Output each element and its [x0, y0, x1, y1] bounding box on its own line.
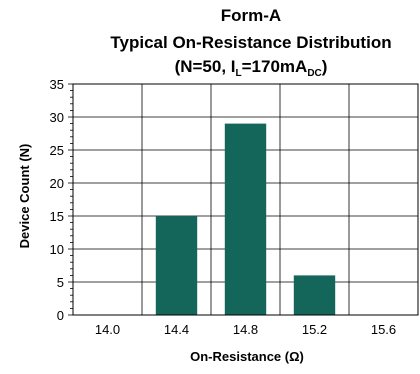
x-tick-label: 14.4	[164, 322, 189, 337]
y-tick-label: 5	[57, 275, 64, 290]
bar	[293, 275, 336, 315]
y-tick-label: 0	[57, 308, 64, 323]
subtitle-close: )	[322, 57, 328, 76]
subtitle-open: (N=50, I	[175, 57, 236, 76]
bar	[224, 123, 267, 315]
bars	[155, 123, 336, 315]
y-tick-label: 35	[50, 77, 64, 92]
bar	[155, 216, 198, 315]
subtitle-sub-l: L	[236, 68, 242, 79]
y-tick-label: 15	[50, 209, 64, 224]
chart-subtitle: (N=50, IL=170mADC)	[175, 57, 328, 79]
subtitle-sub-dc: DC	[307, 68, 321, 79]
x-tick-label: 15.6	[371, 322, 396, 337]
chart-title-line2: Typical On-Resistance Distribution	[110, 33, 391, 52]
chart-title-line1: Form-A	[221, 6, 281, 25]
tick-marks	[68, 83, 73, 316]
plot-frame	[72, 83, 419, 316]
y-tick-label: 30	[50, 110, 64, 125]
y-tick-label: 20	[50, 176, 64, 191]
y-tick-label: 10	[50, 242, 64, 257]
y-tick-labels: 0 5 10 15 20 25 30 35	[50, 77, 64, 323]
x-tick-label: 14.0	[95, 322, 120, 337]
x-tick-label: 15.2	[302, 322, 327, 337]
y-axis-label: Device Count (N)	[17, 144, 32, 249]
grid	[73, 84, 418, 315]
x-tick-labels: 14.0 14.4 14.8 15.2 15.6	[95, 322, 396, 337]
x-axis-label: On-Resistance (Ω)	[190, 349, 304, 364]
x-tick-label: 14.8	[233, 322, 258, 337]
y-tick-label: 25	[50, 143, 64, 158]
subtitle-mid: =170mA	[242, 57, 308, 76]
